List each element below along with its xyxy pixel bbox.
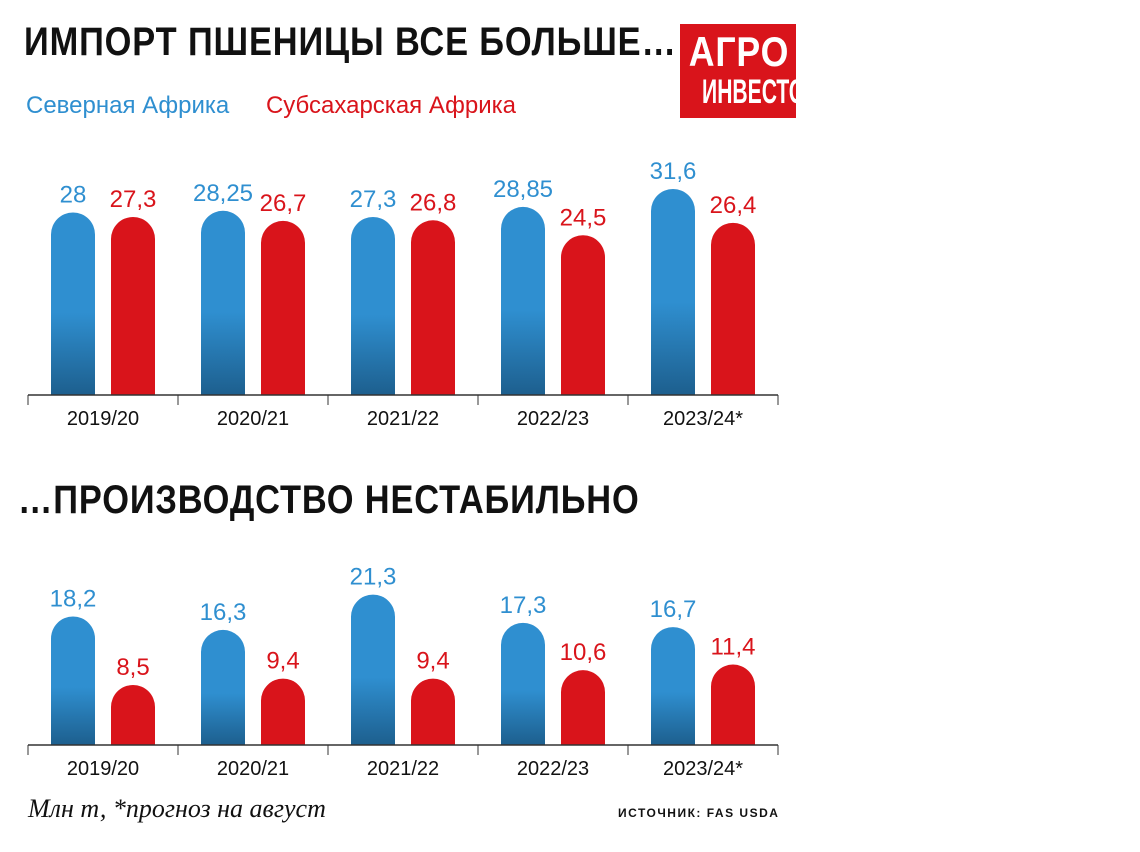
value-label-south-0: 27,3	[110, 186, 157, 213]
category-label-2: 2021/22	[367, 758, 439, 780]
source-note: ИСТОЧНИК: FAS USDA	[618, 806, 780, 820]
agroinvestor-logo: АГРО ИНВЕСТОР	[680, 24, 796, 118]
value-label-north-4: 16,7	[650, 596, 697, 623]
value-label-south-2: 9,4	[416, 648, 449, 675]
category-label-2: 2021/22	[367, 408, 439, 430]
value-label-north-2: 27,3	[350, 186, 397, 213]
production-chart-title: …ПРОИЗВОДСТВО НЕСТАБИЛЬНО	[18, 478, 640, 522]
value-label-south-4: 26,4	[710, 192, 757, 219]
value-label-south-3: 10,6	[560, 639, 607, 666]
category-label-4: 2023/24*	[663, 758, 743, 780]
bar-north-0	[51, 212, 95, 395]
bar-south-4	[711, 664, 755, 745]
bar-north-2	[351, 594, 395, 745]
bar-north-2	[351, 217, 395, 395]
value-label-south-1: 26,7	[260, 190, 307, 217]
bar-south-1	[261, 220, 305, 395]
value-label-south-3: 24,5	[560, 204, 607, 231]
bar-south-2	[411, 220, 455, 395]
bar-north-1	[201, 629, 245, 745]
bar-south-3	[561, 670, 605, 745]
value-label-north-3: 28,85	[493, 176, 553, 203]
bar-north-3	[501, 206, 545, 395]
bar-north-0	[51, 616, 95, 745]
unit-note: Млн т, *прогноз на август	[28, 794, 326, 823]
value-label-south-1: 9,4	[266, 648, 299, 675]
bar-north-1	[201, 210, 245, 395]
category-label-0: 2019/20	[67, 408, 139, 430]
category-label-4: 2023/24*	[663, 408, 743, 430]
bar-south-0	[111, 684, 155, 745]
import-chart-title: ИМПОРТ ПШЕНИЦЫ ВСЕ БОЛЬШЕ…	[24, 20, 677, 64]
category-label-1: 2020/21	[217, 408, 289, 430]
value-label-north-2: 21,3	[350, 564, 397, 591]
legend-north-africa: Северная Африка	[26, 92, 230, 119]
bar-north-4	[651, 188, 695, 395]
value-label-north-3: 17,3	[500, 592, 547, 619]
value-label-north-1: 16,3	[200, 599, 247, 626]
value-label-north-0: 18,2	[50, 586, 97, 613]
bar-south-1	[261, 678, 305, 745]
category-label-3: 2022/23	[517, 408, 589, 430]
category-label-3: 2022/23	[517, 758, 589, 780]
import-bar-chart: 28 27,3 2019/20 28,25 26,7 2020/21 27,3 26,8 202…	[27, 158, 779, 430]
production-bar-chart: 18,2 8,5 2019/20 16,3 9,4 2020/21 21,3 9,4 2021/…	[27, 564, 779, 780]
logo-line-1: АГРО	[688, 28, 790, 75]
logo-line-2: ИНВЕСТОР	[702, 73, 796, 111]
value-label-south-4: 11,4	[711, 634, 756, 661]
value-label-north-1: 28,25	[193, 180, 253, 207]
category-label-1: 2020/21	[217, 758, 289, 780]
bar-south-3	[561, 235, 605, 395]
bar-south-4	[711, 222, 755, 395]
legend: Северная Африка Субсахарская Африка	[26, 92, 546, 120]
bar-north-3	[501, 622, 545, 745]
value-label-north-0: 28	[60, 181, 87, 208]
value-label-south-2: 26,8	[410, 189, 457, 216]
category-label-0: 2019/20	[67, 758, 139, 780]
value-label-south-0: 8,5	[116, 654, 149, 681]
bar-south-2	[411, 678, 455, 745]
legend-sub-saharan-africa: Субсахарская Африка	[265, 92, 516, 119]
value-label-north-4: 31,6	[650, 158, 697, 185]
bar-south-0	[111, 217, 155, 395]
bar-north-4	[651, 627, 695, 745]
